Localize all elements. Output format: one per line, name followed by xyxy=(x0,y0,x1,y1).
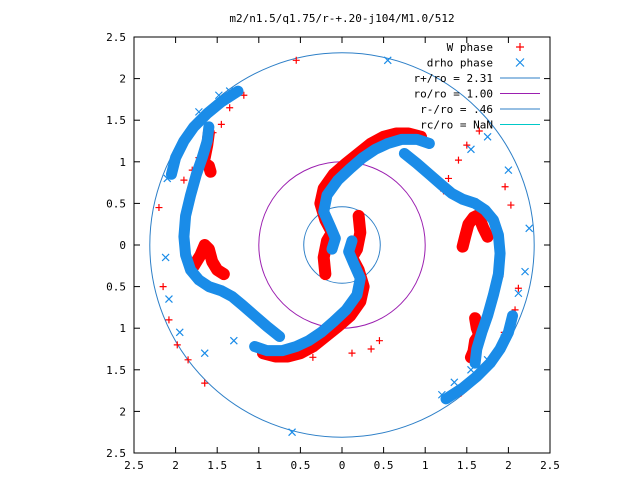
drho-phase-point xyxy=(504,166,513,175)
drho-phase-point xyxy=(229,336,238,345)
w-phase-point xyxy=(501,183,509,191)
w-phase-point xyxy=(217,120,225,128)
drho-phase-point xyxy=(165,295,173,304)
drho-phase-point xyxy=(161,253,170,262)
x-tick-label: 1 xyxy=(255,459,262,472)
w-phase-point xyxy=(159,283,167,291)
drho-phase-point xyxy=(515,58,525,67)
w-phase-point xyxy=(507,201,515,209)
x-tick-label: 1 xyxy=(422,459,429,472)
radius-circle xyxy=(258,161,426,329)
w-phase-point xyxy=(375,337,383,345)
y-tick-label: 1 xyxy=(119,322,126,335)
y-tick-label: 1 xyxy=(119,156,126,169)
w-phase-point xyxy=(444,174,452,182)
x-tick-label: 1.5 xyxy=(207,459,227,472)
drho-phase-point xyxy=(521,267,529,276)
drho-phase-point xyxy=(383,56,392,65)
drho-phase-point xyxy=(514,289,523,298)
drho-phase-point xyxy=(437,390,446,399)
w-phase-band xyxy=(314,127,428,281)
w-phase-point xyxy=(155,204,163,212)
y-tick-label: 1.5 xyxy=(106,114,126,127)
w-phase-band xyxy=(187,239,230,281)
drho-phase-point xyxy=(225,87,234,96)
w-phase-point xyxy=(184,356,192,364)
y-tick-label: 2 xyxy=(119,405,126,418)
chart-title: m2/n1.5/q1.75/r-+.20-j104/M1.0/512 xyxy=(229,12,454,25)
drho-phase-point xyxy=(483,132,492,141)
legend-label: W phase xyxy=(447,41,493,54)
drho-phase-point xyxy=(500,334,509,343)
drho-phase-point xyxy=(175,328,184,337)
drho-phase-point xyxy=(214,91,223,100)
y-tick-label: 0 xyxy=(119,239,126,252)
marker-layer xyxy=(155,56,534,437)
radius-circle xyxy=(149,52,535,438)
drho-phase-point xyxy=(525,224,534,233)
x-tick-label: 0.5 xyxy=(374,459,394,472)
y-tick-label: 0.5 xyxy=(106,197,126,210)
axis-layer: 2.5 2 1.5 1 0.5 0 0.5 1 1.5 2 2.52.521.510.500.511… xyxy=(106,31,560,472)
drho-phase-point xyxy=(508,311,517,320)
w-phase-point xyxy=(292,56,300,64)
legend-label: drho phase xyxy=(427,57,493,70)
w-phase-point xyxy=(165,316,173,324)
y-tick-label: 2.5 xyxy=(106,447,126,460)
w-phase-point xyxy=(367,345,375,353)
w-phase-point xyxy=(463,141,471,149)
drho-phase-band xyxy=(398,147,506,369)
drho-phase-point xyxy=(467,365,475,374)
w-phase-point xyxy=(226,104,234,112)
w-phase-point xyxy=(201,379,209,387)
y-tick-label: 0.5 xyxy=(106,281,126,294)
w-phase-point xyxy=(173,341,181,349)
w-phase-band xyxy=(256,209,370,363)
drho-phase-point xyxy=(483,355,492,364)
w-phase-point xyxy=(454,156,462,164)
drho-phase-band xyxy=(178,121,286,343)
legend-label: ro/ro = 1.00 xyxy=(414,88,493,101)
drho-phase-point xyxy=(163,174,172,183)
drho-phase-point xyxy=(288,428,297,437)
drho-phase-point xyxy=(194,107,203,116)
x-tick-label: 2.5 xyxy=(540,459,560,472)
x-tick-label: 0.5 xyxy=(290,459,310,472)
x-tick-label: 1.5 xyxy=(457,459,477,472)
x-tick-label: 2.5 xyxy=(124,459,144,472)
x-tick-label: 0 xyxy=(339,459,346,472)
x-tick-label: 2 xyxy=(505,459,512,472)
drho-phase-band xyxy=(165,85,244,180)
legend: W phase drho phase r+/ro = 2.31 ro/ro = 1.0… xyxy=(414,41,540,132)
x-tick-label: 2 xyxy=(172,459,179,472)
y-tick-label: 2 xyxy=(119,73,126,86)
legend-label: rc/ro = NaN xyxy=(420,119,493,132)
y-tick-label: 2.5 xyxy=(106,31,126,44)
drho-phase-band xyxy=(249,235,366,357)
drho-phase-band xyxy=(318,133,435,255)
drho-phase-series xyxy=(161,56,534,437)
w-phase-point xyxy=(180,176,188,184)
w-phase-point xyxy=(309,353,317,361)
w-phase-band xyxy=(456,209,494,253)
w-phase-point xyxy=(514,284,522,292)
drho-phase-point xyxy=(200,349,209,358)
drho-phase-point xyxy=(467,145,475,154)
legend-label: r-/ro = .46 xyxy=(420,103,493,116)
legend-label: r+/ro = 2.31 xyxy=(414,72,493,85)
radius-circle xyxy=(303,206,381,284)
drho-phase-point xyxy=(450,378,459,387)
w-phase-point xyxy=(475,127,483,135)
w-phase-point xyxy=(348,349,356,357)
y-tick-label: 1.5 xyxy=(106,364,126,377)
w-phase-point xyxy=(516,43,524,51)
